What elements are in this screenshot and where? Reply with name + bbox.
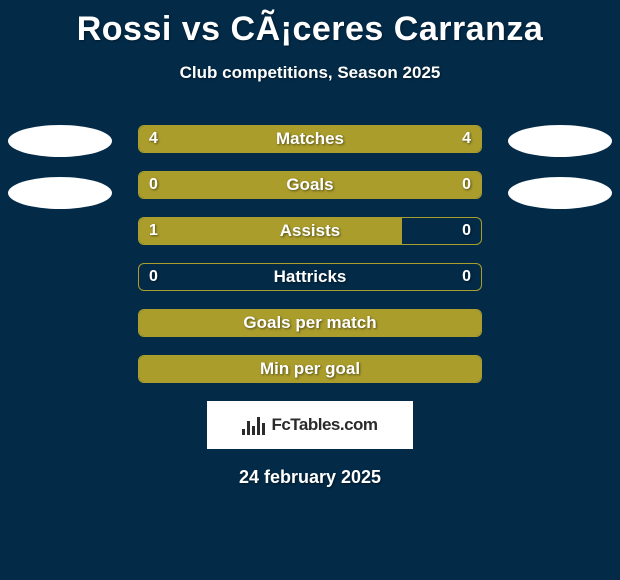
stat-row: 00Goals xyxy=(138,171,482,199)
stat-row: Min per goal xyxy=(138,355,482,383)
stat-label: Goals xyxy=(139,172,481,198)
stat-rows: 44Matches 00Goals 10Assists 00Hattricks Goal… xyxy=(0,125,620,383)
stat-label: Matches xyxy=(139,126,481,152)
stat-label: Min per goal xyxy=(139,356,481,382)
player-right-avatar-2 xyxy=(508,177,612,209)
player-left-avatar xyxy=(8,125,112,157)
stat-label: Goals per match xyxy=(139,310,481,336)
stat-row: 44Matches xyxy=(138,125,482,153)
logo-text: FcTables.com xyxy=(271,415,377,435)
page-date: 24 february 2025 xyxy=(0,467,620,488)
page-title: Rossi vs CÃ¡ceres Carranza xyxy=(0,0,620,49)
comparison-chart: 44Matches 00Goals 10Assists 00Hattricks Goal… xyxy=(0,125,620,383)
stat-label: Assists xyxy=(139,218,481,244)
stat-row: Goals per match xyxy=(138,309,482,337)
stat-label: Hattricks xyxy=(139,264,481,290)
player-right-avatar xyxy=(508,125,612,157)
logo-bars-icon xyxy=(242,415,265,435)
player-left-avatar-2 xyxy=(8,177,112,209)
page-subtitle: Club competitions, Season 2025 xyxy=(0,63,620,83)
fctables-logo: FcTables.com xyxy=(207,401,413,449)
stat-row: 10Assists xyxy=(138,217,482,245)
stat-row: 00Hattricks xyxy=(138,263,482,291)
